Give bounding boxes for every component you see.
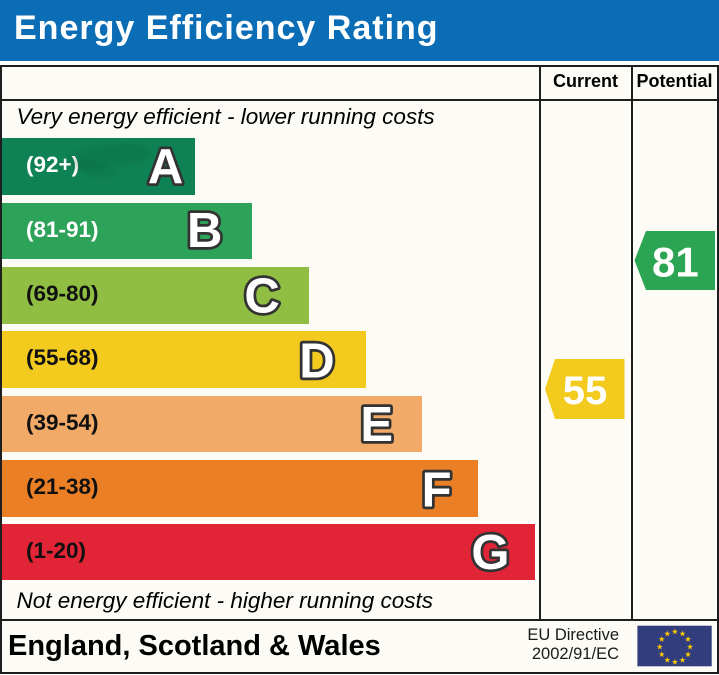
svg-text:F: F — [422, 464, 452, 518]
svg-text:G: G — [471, 526, 509, 580]
svg-text:B: B — [187, 204, 222, 258]
svg-text:A: A — [148, 140, 183, 194]
svg-text:55: 55 — [563, 369, 608, 413]
svg-text:D: D — [299, 335, 334, 389]
svg-text:81: 81 — [652, 238, 699, 285]
svg-text:E: E — [360, 398, 393, 452]
svg-text:C: C — [244, 270, 279, 324]
